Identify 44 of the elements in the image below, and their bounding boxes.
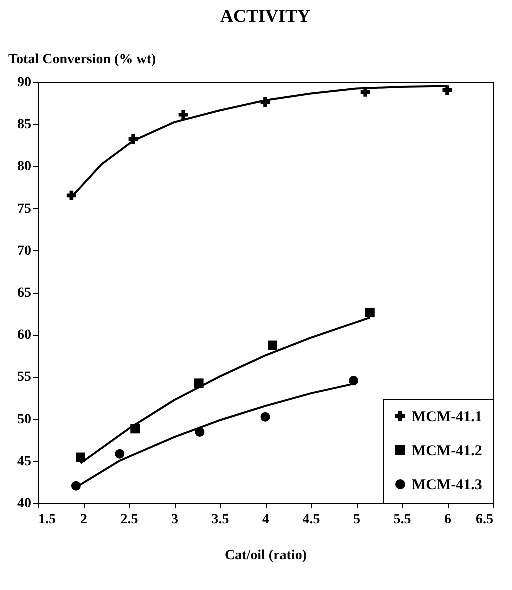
- legend-label: MCM-41.1: [412, 410, 482, 426]
- point: [260, 412, 270, 422]
- point: [128, 134, 138, 144]
- point: [71, 481, 81, 491]
- legend-label: MCM-41.2: [412, 444, 482, 460]
- point: [349, 376, 359, 386]
- x-tick-label: 1.5: [38, 512, 56, 528]
- point: [66, 190, 76, 200]
- x-tick-label: 6: [444, 512, 452, 528]
- point: [360, 87, 370, 97]
- y-tick-label: 75: [18, 202, 32, 217]
- point: [115, 449, 125, 459]
- y-tick-label: 45: [18, 454, 32, 470]
- y-tick-label: 85: [18, 118, 32, 133]
- point: [194, 378, 204, 388]
- point: [130, 424, 140, 434]
- x-tick-label: 6.5: [476, 512, 494, 528]
- x-tick-label: 2.5: [120, 512, 138, 528]
- x-axis-title: Cat/oil (ratio): [224, 548, 308, 564]
- x-tick-label: 4: [262, 512, 270, 528]
- point: [76, 452, 86, 462]
- legend-label: MCM-41.3: [412, 478, 482, 494]
- x-tick-label: 3.5: [212, 512, 230, 528]
- y-tick-label: 65: [18, 286, 32, 301]
- x-tick-label: 4.5: [302, 512, 320, 528]
- y-tick-label: 50: [18, 412, 32, 428]
- y-tick-label: 90: [18, 76, 32, 90]
- y-tick-label: 40: [18, 496, 32, 512]
- y-tick-label: 80: [18, 160, 32, 175]
- x-tick-label: 2: [80, 512, 88, 528]
- point: [365, 308, 375, 318]
- point: [195, 428, 205, 438]
- point: [178, 110, 188, 120]
- x-tick-label: 3: [172, 512, 178, 528]
- chart-title: ACTIVITY: [220, 6, 311, 26]
- point: [260, 97, 270, 107]
- y-tick-label: 60: [18, 328, 32, 344]
- point: [442, 86, 452, 96]
- x-tick-label: 5: [354, 512, 360, 528]
- x-tick-label: 5.5: [394, 512, 412, 528]
- y-axis-title: Total Conversion (% wt): [8, 52, 156, 68]
- y-tick-label: 55: [18, 370, 32, 386]
- point: [268, 340, 278, 350]
- y-tick-label: 70: [18, 244, 32, 259]
